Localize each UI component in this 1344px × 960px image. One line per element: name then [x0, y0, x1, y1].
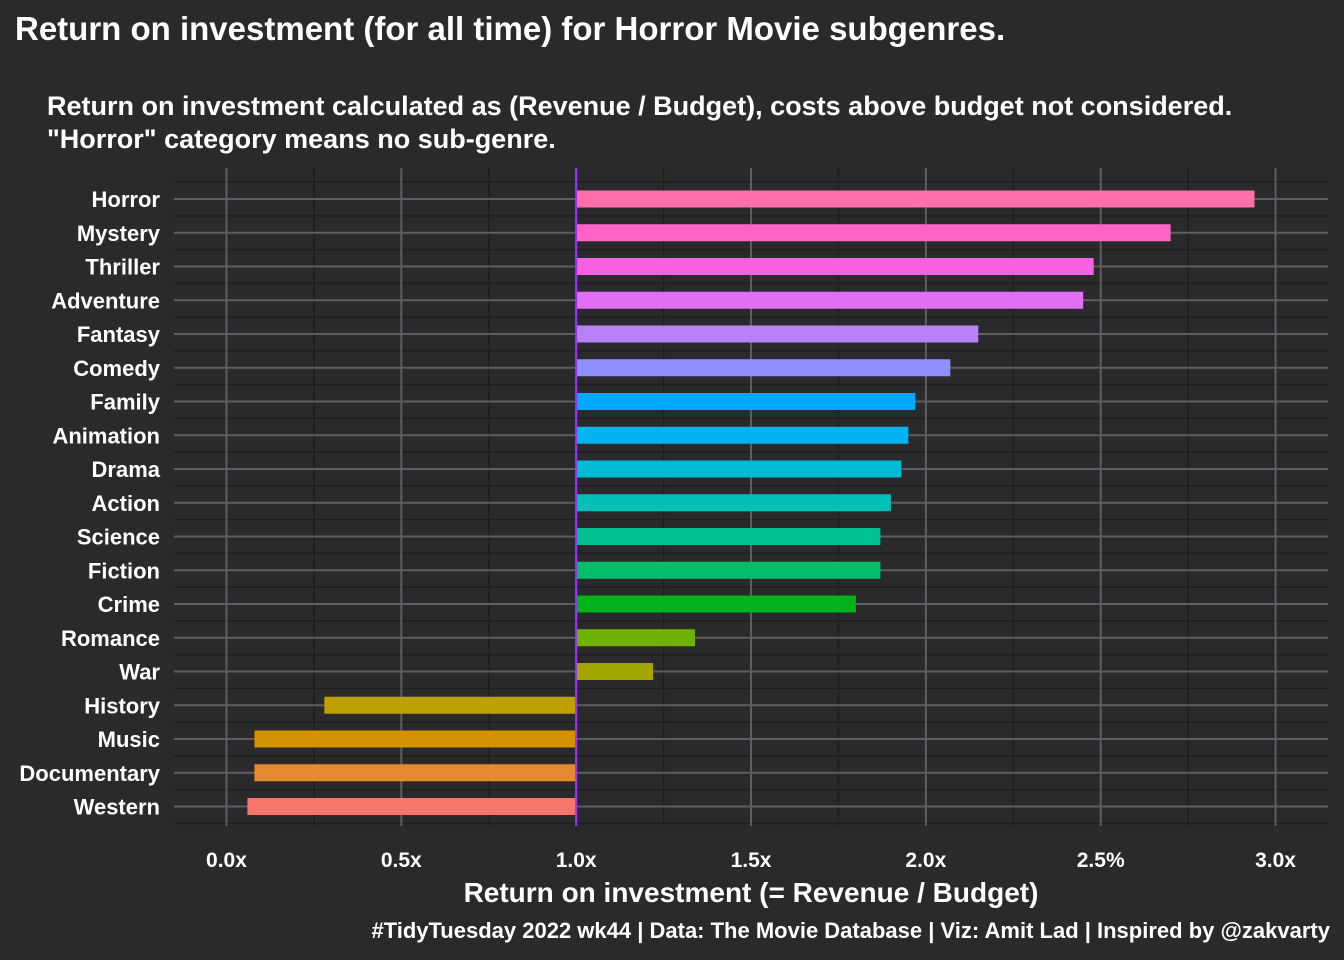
bar-mystery — [576, 224, 1171, 242]
bar-war — [576, 663, 654, 680]
category-label: Family — [90, 390, 160, 415]
bar-science — [576, 528, 881, 545]
bar-documentary — [254, 764, 577, 782]
bar-comedy — [576, 359, 951, 377]
category-label: Documentary — [19, 761, 160, 786]
bar-adventure — [576, 291, 1084, 309]
bar-thriller — [576, 258, 1094, 275]
category-label: Crime — [98, 592, 160, 617]
category-label: Fantasy — [77, 322, 161, 347]
bar-animation — [576, 426, 909, 444]
chart-subtitle: Return on investment calculated as (Reve… — [47, 90, 1232, 156]
bar-fantasy — [576, 325, 979, 343]
category-label: Thriller — [85, 255, 160, 280]
category-label: Romance — [61, 626, 160, 651]
bar-fiction — [576, 561, 881, 579]
bar-action — [576, 494, 891, 512]
category-label: Action — [92, 491, 160, 516]
bar-horror — [576, 190, 1255, 208]
category-label: Animation — [52, 423, 160, 448]
chart-caption: #TidyTuesday 2022 wk44 | Data: The Movie… — [371, 918, 1330, 943]
subtitle-line-2: "Horror" category means no sub-genre. — [47, 124, 556, 154]
bar-western — [247, 798, 577, 815]
x-axis-title: Return on investment (= Revenue / Budget… — [464, 877, 1039, 908]
x-tick-label: 1.5x — [731, 849, 772, 872]
category-label: Western — [74, 795, 160, 820]
category-label: Music — [98, 727, 160, 752]
category-label: History — [84, 693, 161, 718]
category-label: Horror — [92, 187, 161, 212]
bar-crime — [576, 595, 856, 613]
category-label: Adventure — [51, 288, 160, 313]
bar-romance — [576, 629, 696, 647]
bar-drama — [576, 460, 902, 478]
category-label: Comedy — [73, 356, 161, 381]
category-label: Science — [77, 525, 160, 550]
x-tick-label: 0.5x — [381, 849, 422, 872]
category-label: Drama — [92, 457, 161, 482]
subtitle-line-1: Return on investment calculated as (Reve… — [47, 91, 1233, 121]
bar-family — [576, 393, 916, 410]
bar-music — [254, 730, 577, 748]
x-tick-label: 3.0x — [1255, 849, 1296, 872]
x-tick-label: 2.5% — [1077, 849, 1125, 872]
bar-history — [324, 696, 577, 714]
chart-title: Return on investment (for all time) for … — [15, 10, 1006, 47]
x-tick-label: 1.0x — [556, 849, 597, 872]
x-tick-label: 0.0x — [206, 849, 247, 872]
category-label: War — [119, 660, 160, 685]
category-label: Fiction — [88, 558, 160, 583]
x-tick-label: 2.0x — [905, 849, 946, 872]
category-label: Mystery — [77, 221, 161, 246]
